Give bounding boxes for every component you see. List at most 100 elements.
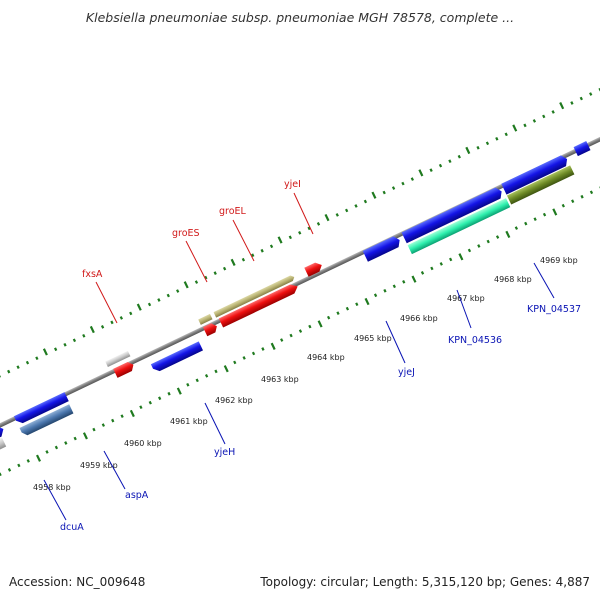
reverse-tick [82,432,88,440]
label-dcuA[interactable]: dcuA [60,522,84,533]
forward-tick [354,204,358,208]
forward-tick [7,369,11,374]
forward-tick [523,123,527,128]
reverse-tick [270,342,276,350]
forward-tick [307,226,311,231]
forward-tick [589,92,593,96]
gene-groEL-red[interactable] [218,282,300,328]
gene-small-blue[interactable] [573,141,591,157]
gene-KPN_04537-blue[interactable] [501,154,569,195]
forward-tick [418,169,424,177]
forward-tick [345,208,349,213]
reverse-tick [233,360,237,365]
label-groEL[interactable]: groEL [219,206,247,217]
reverse-tick [336,311,340,315]
forward-tick [54,347,58,352]
gene-yjeJ-blue[interactable] [362,235,402,262]
reverse-tick [533,217,537,221]
gene-yjeH-blue[interactable] [150,341,204,373]
gene-KPN_04536-mint[interactable] [407,198,511,255]
reverse-tick [26,459,30,463]
gene-aspA-steel[interactable] [19,404,74,437]
map-title: Klebsiella pneumoniae subsp. pneumoniae … [85,10,515,25]
reverse-tick [383,288,387,293]
reverse-tick [552,208,558,216]
reverse-tick [458,253,464,261]
forward-tick [204,275,208,280]
reverse-tick [477,244,481,248]
reverse-tick [176,387,182,395]
reverse-tick [524,221,528,226]
label-yjeJ[interactable]: yjeJ [398,367,415,378]
forward-tick [429,168,433,172]
ruler-label-4961: 4961 kbp [170,417,208,426]
ruler-label-4959: 4959 kbp [80,461,118,470]
reverse-tick-line [0,185,600,477]
ruler-label-4963: 4963 kbp [261,375,299,384]
reverse-tick [120,414,124,418]
reverse-tick [158,396,162,401]
reverse-tick [186,382,190,387]
reverse-tick [467,248,472,253]
forward-tick [598,87,600,92]
reverse-tick [298,329,303,333]
forward-tick [559,102,565,110]
reverse-tick [73,436,77,441]
forward-tick [25,360,30,365]
forward-tick [82,333,86,338]
gene-fxsA[interactable] [105,350,131,367]
forward-tick [35,356,39,361]
label-KPN_04537[interactable]: KPN_04537 [527,304,581,315]
reverse-tick [111,418,115,423]
forward-tick [222,266,227,271]
forward-tick [176,289,180,293]
leader-yjeI [293,192,314,235]
reverse-tick [280,338,284,342]
label-fxsA[interactable]: fxsA [82,269,103,280]
map-band [0,87,600,477]
label-KPN_04536[interactable]: KPN_04536 [448,335,502,346]
forward-tick [260,248,264,253]
reverse-tick [514,226,519,230]
leader-fxsA [95,281,118,324]
reverse-tick [54,445,59,450]
reverse-tick [345,306,350,311]
label-yjeH[interactable]: yjeH [214,447,235,458]
gene-KPN_04536-blue[interactable] [401,186,505,244]
gene-fxsA-red[interactable] [113,360,135,378]
label-aspA[interactable]: aspA [125,490,149,501]
forward-tick [465,146,471,155]
gene-aspA-blue[interactable] [13,392,69,425]
gene-KPN_04537-olive[interactable] [506,165,575,205]
reverse-tick [364,297,370,306]
gene-yjeI[interactable] [304,260,324,277]
accession-text: Accession: NC_009648 [9,575,146,589]
forward-tick [438,163,443,168]
reverse-tick [402,279,406,284]
gene-groES-red[interactable] [202,322,219,337]
gene-dcuA-gray[interactable] [0,437,7,468]
reverse-tick [129,409,135,418]
reverse-tick [326,315,331,320]
reverse-tick [223,365,229,373]
reverse-tick [439,262,443,266]
label-yjeI[interactable]: yjeI [284,179,301,190]
reverse-tick [373,293,378,298]
gene-groEL[interactable] [213,274,296,318]
forward-tick [298,231,302,235]
label-groES[interactable]: groES [172,228,200,239]
forward-tick [0,370,1,378]
gene-groES[interactable] [198,313,213,325]
forward-tick [288,235,292,240]
ruler-label-4962: 4962 kbp [215,396,253,405]
forward-tick [448,159,452,164]
reverse-tick [242,356,246,360]
forward-tick [119,316,123,320]
reverse-tick [580,194,584,199]
forward-tick [194,280,199,284]
leader-aspA [103,450,126,490]
forward-tick [63,342,67,347]
reverse-tick [0,472,2,477]
forward-tick [42,348,48,356]
forward-tick [166,293,170,298]
